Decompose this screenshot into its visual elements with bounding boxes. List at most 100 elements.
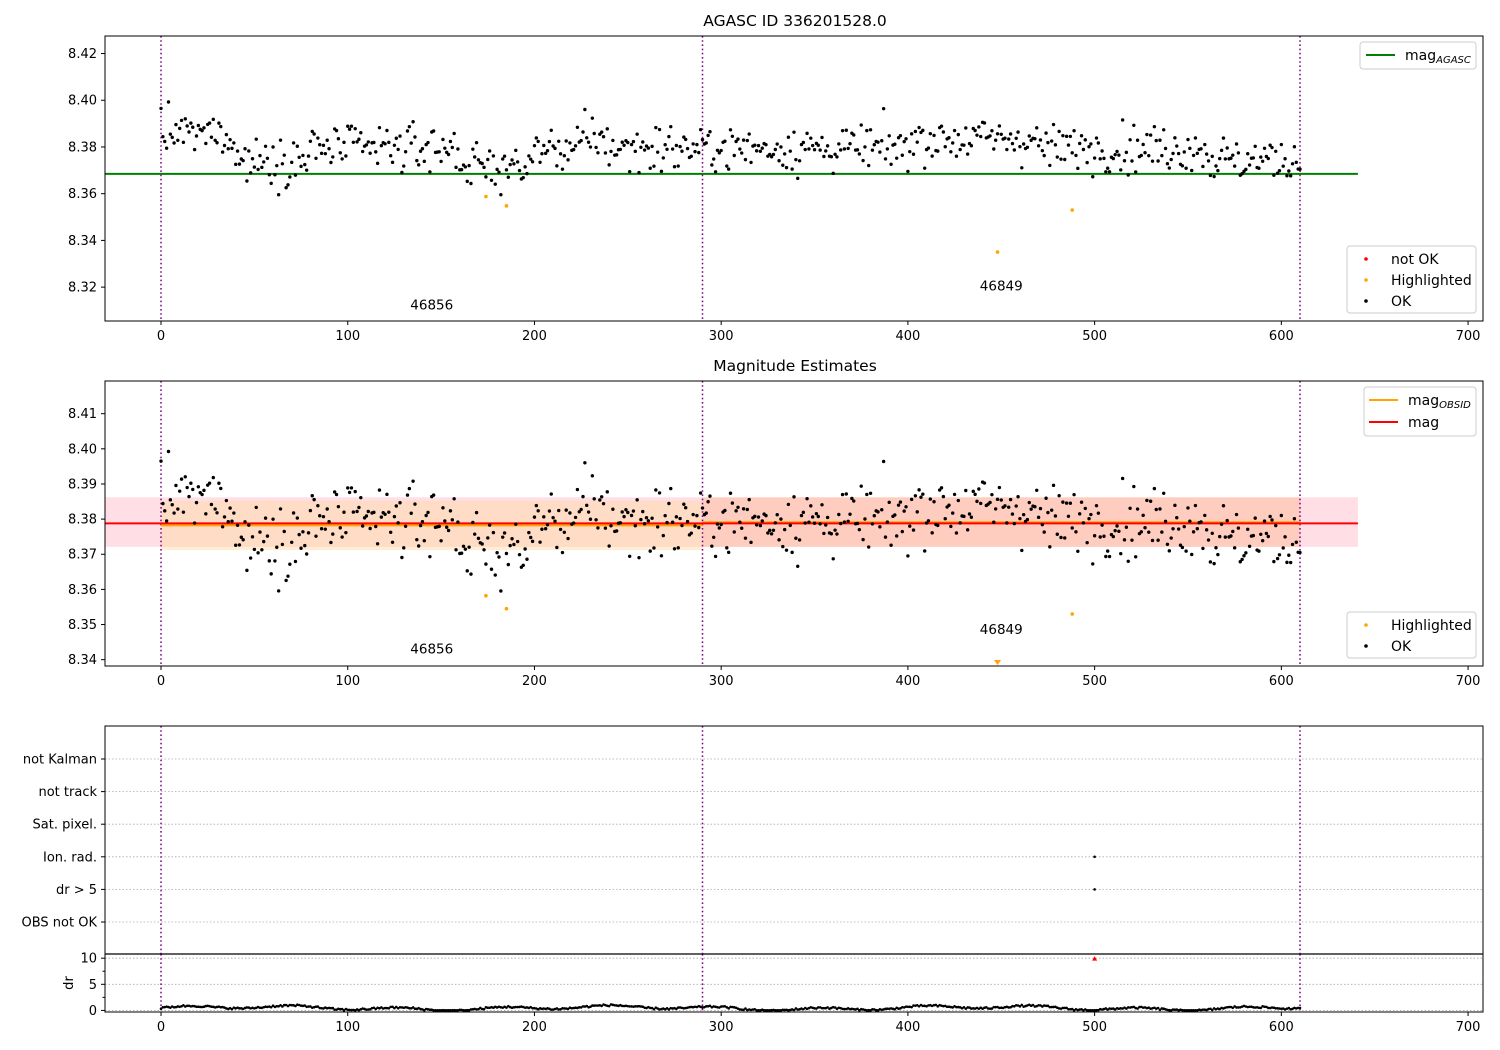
p2-ok-point	[1126, 559, 1130, 563]
p1-ok-point	[883, 157, 888, 161]
p1-ok-point	[906, 169, 910, 174]
p2-ok-point	[585, 503, 589, 508]
p1-ok-point	[926, 146, 931, 150]
p1-ok-point	[678, 144, 682, 149]
p1-ok-point	[405, 129, 410, 133]
p1-ok-point	[995, 132, 1000, 136]
p4-dr-point	[1007, 1006, 1011, 1009]
p2-ok-point	[260, 548, 264, 552]
p1-ok-point	[280, 162, 285, 166]
p4-dr-group	[159, 1003, 1302, 1012]
p1-ok-point	[183, 117, 187, 121]
p2-ok-point	[904, 505, 908, 509]
p2-ok-point	[1218, 534, 1222, 539]
p2-ok-point	[291, 511, 296, 515]
p2-ok-point	[211, 475, 215, 480]
p2-ok-point	[1190, 552, 1194, 557]
p2-ok-point	[471, 520, 475, 525]
p2-ok-point	[1111, 534, 1115, 539]
p1-ok-point	[521, 175, 525, 180]
p2-ok-point	[784, 548, 789, 552]
p1-ok-point	[650, 144, 654, 149]
p2-ok-point	[682, 502, 686, 506]
p1-ok-point	[1195, 151, 1200, 156]
p4-dr-point	[465, 1008, 469, 1012]
p4-dr-point	[1188, 1009, 1192, 1012]
p2-ok-point	[736, 505, 740, 509]
p1-ok-point	[441, 137, 445, 142]
p2-ok-point	[1182, 524, 1186, 529]
p1-ok-point	[379, 143, 384, 148]
p1-ok-point	[680, 149, 684, 153]
p4-dr-point	[675, 1007, 678, 1011]
p2-ok-point	[1064, 501, 1069, 505]
p4-dr-point	[441, 1008, 445, 1012]
p2-ok-point	[424, 513, 428, 518]
p2-ok-point	[431, 493, 436, 497]
p1-ok-point	[536, 139, 540, 144]
p2-ok-point	[669, 486, 673, 491]
p2-ok-point	[463, 547, 468, 551]
p1-ok-point	[347, 127, 352, 131]
p1-ok-point	[855, 148, 860, 152]
legend-subscript: AGASC	[1435, 55, 1471, 66]
p2-ok-point	[344, 530, 348, 535]
p1-ok-point	[1049, 139, 1054, 143]
p4-dr-point	[391, 1005, 394, 1009]
p4-dr-point	[348, 1008, 351, 1012]
p4-dr-point	[271, 1004, 275, 1007]
p2-ok-point	[202, 488, 206, 493]
p1-ok-point	[1105, 166, 1110, 170]
p1-ok-point	[515, 160, 520, 164]
p2-ok-point	[1092, 534, 1097, 538]
p2-ok-point	[579, 507, 583, 512]
panel2-legend-mag: mag	[1408, 415, 1439, 431]
p4-dr-point	[721, 1005, 725, 1008]
panel2-highlighted-point	[484, 593, 488, 598]
p2-ok-point	[631, 509, 636, 513]
p4-xtick-label: 400	[895, 1020, 920, 1035]
p1-ok-point	[657, 127, 662, 132]
p4-dr-point	[906, 1005, 910, 1009]
p2-ok-point	[1035, 488, 1039, 493]
p1-ok-point	[529, 157, 533, 161]
p1-ok-point	[385, 128, 389, 133]
panel3-flag-label: not track	[38, 785, 97, 800]
p1-ok-point	[327, 147, 331, 151]
p1-ok-point	[771, 152, 776, 157]
p1-ok-point	[779, 145, 783, 149]
p1-ok-point	[670, 147, 675, 151]
p4-dr-point	[704, 1005, 708, 1008]
p2-ok-point	[581, 494, 585, 499]
p2-ok-point	[1283, 535, 1287, 539]
p2-ok-point	[1270, 518, 1274, 522]
p1-ok-point	[629, 142, 634, 147]
p4-dr-point	[1037, 1003, 1040, 1007]
panel1-highlighted-point	[1070, 208, 1075, 212]
p2-ok-point	[1264, 531, 1269, 536]
p2-ok-point	[243, 520, 247, 524]
p2-ok-point	[1201, 546, 1205, 551]
p2-ok-point	[312, 497, 316, 502]
p4-dr-point	[1231, 1006, 1235, 1010]
p1-ok-point	[1225, 146, 1229, 150]
p2-ok-point	[741, 507, 746, 511]
p1-ok-point	[446, 152, 451, 157]
p2-ok-point	[284, 578, 288, 583]
p1-ok-point	[956, 132, 961, 137]
p1-ok-point	[491, 154, 496, 158]
p2-axes-frame	[104, 380, 1484, 667]
p1-ok-point	[837, 142, 841, 146]
p2-ok-point	[252, 547, 257, 552]
p2-ok-point	[796, 564, 800, 569]
p4-dr-point	[1218, 1007, 1222, 1011]
p2-ok-point	[480, 542, 484, 546]
p2-ok-point	[164, 519, 169, 523]
p1-ok-point	[1244, 167, 1248, 172]
p2-ok-point	[639, 517, 643, 522]
p1-ok-point	[749, 160, 753, 165]
p4-dr-point	[1063, 1006, 1067, 1010]
p2-ok-point	[1147, 530, 1151, 534]
p2-ok-point	[1191, 530, 1196, 534]
p1-ok-point	[1259, 155, 1263, 159]
